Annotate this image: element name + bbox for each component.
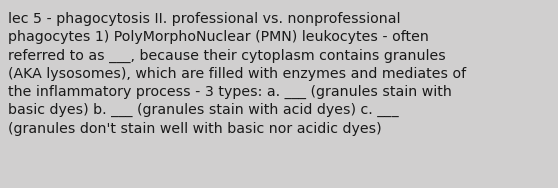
Text: lec 5 - phagocytosis II. professional vs. nonprofessional
phagocytes 1) PolyMorp: lec 5 - phagocytosis II. professional vs… — [8, 12, 466, 136]
